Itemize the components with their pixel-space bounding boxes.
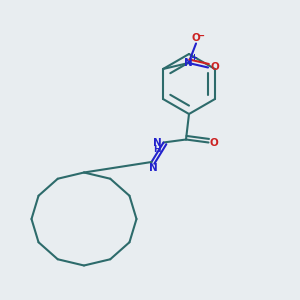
Text: +: + <box>190 53 197 62</box>
Text: O: O <box>192 33 200 43</box>
Text: O: O <box>209 137 218 148</box>
Text: −: − <box>197 31 206 41</box>
Text: N: N <box>184 58 193 68</box>
Text: N: N <box>152 137 161 148</box>
Text: H: H <box>153 145 161 154</box>
Text: N: N <box>148 163 158 173</box>
Text: O: O <box>210 62 219 73</box>
